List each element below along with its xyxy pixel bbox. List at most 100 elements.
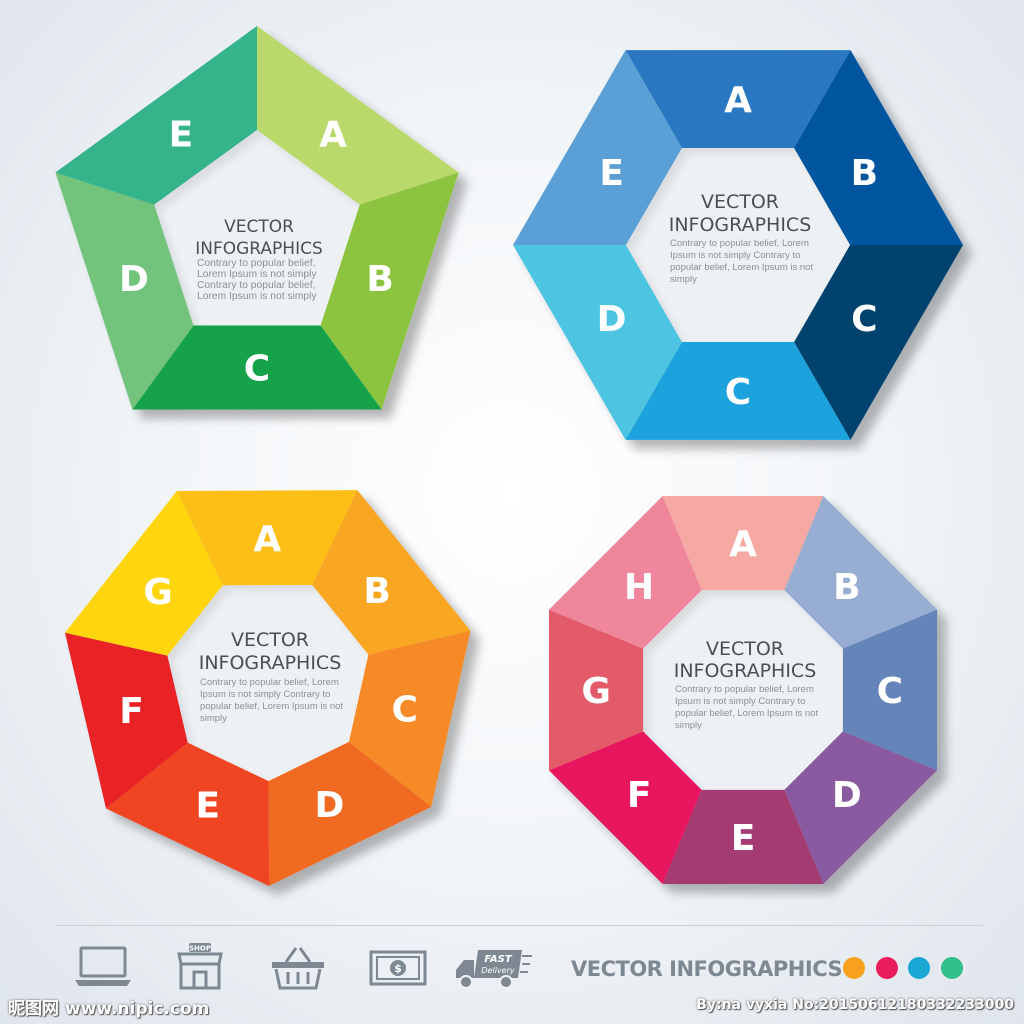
segment-label: B <box>363 571 390 612</box>
shop-sign-text: SHOP <box>189 945 211 953</box>
delivery-truck-icon: FAST Delivery <box>456 950 532 989</box>
center-body-line: simply <box>670 274 697 285</box>
center-body-line: Lorem Ipsum is not simply <box>197 291 317 302</box>
center-body-line: Ipsum is not simply Contrary to <box>200 689 330 700</box>
segment-label: C <box>877 671 903 712</box>
watermark-right: By:na vyxia No:20150612180332233000 <box>696 997 1014 1013</box>
segment-b <box>784 495 938 649</box>
segment-label: C <box>392 689 418 730</box>
segment-f <box>64 632 188 809</box>
segment-b <box>320 172 459 410</box>
center-title-line: VECTOR <box>231 629 309 651</box>
center-body-line: popular belief, Lorem Ipsum is not <box>200 701 343 712</box>
segment-label: D <box>314 785 344 826</box>
center-title-line: VECTOR <box>701 191 779 213</box>
segment-c <box>794 245 963 440</box>
segment-g <box>64 491 223 656</box>
shop-icon: SHOP <box>177 943 223 990</box>
segment-c <box>132 325 382 410</box>
center-body-line: Contrary to popular belief, Lorem <box>675 684 814 695</box>
color-dot-green <box>941 957 963 979</box>
segment-label: E <box>599 153 624 194</box>
segment-label: G <box>143 572 173 613</box>
color-dot-blue <box>908 957 930 979</box>
segment-label: E <box>731 818 756 859</box>
segment-label: F <box>627 775 652 816</box>
segment-label: C <box>725 372 751 413</box>
segment-label: A <box>729 524 757 565</box>
center-body-line: Contrary to popular belief, <box>197 258 315 269</box>
segment-h <box>548 495 702 649</box>
segment-label: A <box>319 114 347 155</box>
segment-label: G <box>581 671 611 712</box>
segment-e <box>106 742 270 886</box>
watermark-left: 昵图网 www.nipic.com <box>8 999 210 1019</box>
delivery-word-text: Delivery <box>481 966 514 975</box>
center-hole <box>154 130 360 326</box>
center-body-line: Ipsum is not simply Contrary to <box>670 250 800 261</box>
segment-a <box>662 495 824 591</box>
center-title-line: INFOGRAPHICS <box>669 214 812 236</box>
ring-segments <box>548 495 938 885</box>
footer-divider <box>55 925 983 926</box>
ring-segments <box>55 26 459 410</box>
center-body-line: Ipsum is not simply Contrary to <box>675 696 805 707</box>
center-body-line: popular belief, Lorem Ipsum is not <box>670 262 813 273</box>
center-body-line: Contrary to popular belief, Lorem <box>200 677 339 688</box>
delivery-fast-text: FAST <box>484 954 512 965</box>
segment-d <box>513 245 682 440</box>
segment-e <box>513 50 682 245</box>
footer-title: VECTOR INFOGRAPHICS <box>571 957 843 981</box>
segment-d <box>268 741 432 886</box>
segment-label: E <box>169 114 194 155</box>
basket-icon <box>272 947 324 990</box>
ring-segments <box>64 490 471 886</box>
cash-symbol-text: $ <box>394 962 402 975</box>
center-title-line: INFOGRAPHICS <box>195 239 323 259</box>
segment-a <box>257 26 459 205</box>
center-body-line: simply <box>200 713 227 724</box>
segment-label: C <box>851 299 877 340</box>
segment-e <box>662 789 824 885</box>
segment-a <box>176 490 358 586</box>
segment-g <box>548 609 644 771</box>
color-dot-orange <box>843 957 865 979</box>
center-title-line: VECTOR <box>224 217 294 237</box>
color-dot-pink <box>876 957 898 979</box>
segment-e <box>55 26 257 205</box>
center-body-line: Contrary to popular belief, <box>197 280 315 291</box>
center-body-line: Lorem Ipsum is not simply <box>197 269 317 280</box>
center-hole <box>643 590 843 790</box>
segment-label: C <box>244 348 270 389</box>
segment-label: E <box>196 786 221 827</box>
center-title-line: INFOGRAPHICS <box>199 652 342 674</box>
center-hole <box>626 148 850 342</box>
center-body-line: popular belief, Lorem Ipsum is not <box>675 708 818 719</box>
center-title-line: INFOGRAPHICS <box>674 660 817 682</box>
segment-label: A <box>724 80 752 121</box>
segment-label: A <box>253 519 281 560</box>
segment-label: D <box>832 775 862 816</box>
laptop-icon <box>75 946 131 986</box>
segment-f <box>548 731 702 885</box>
segment-a <box>625 50 851 149</box>
center-hole <box>167 584 369 781</box>
segment-label: D <box>119 259 149 300</box>
segment-b <box>312 490 471 655</box>
ring-segments <box>513 50 963 440</box>
segment-label: B <box>366 259 393 300</box>
segment-label: D <box>597 299 627 340</box>
segment-label: B <box>833 567 860 608</box>
center-title-line: VECTOR <box>706 638 784 660</box>
segment-c <box>348 630 471 807</box>
center-body-line: Contrary to popular belief, Lorem <box>670 238 809 249</box>
segment-d <box>55 172 194 410</box>
segment-label: H <box>624 567 654 608</box>
segment-d <box>784 731 938 885</box>
segment-c <box>842 609 938 771</box>
cash-icon: $ <box>369 950 427 986</box>
